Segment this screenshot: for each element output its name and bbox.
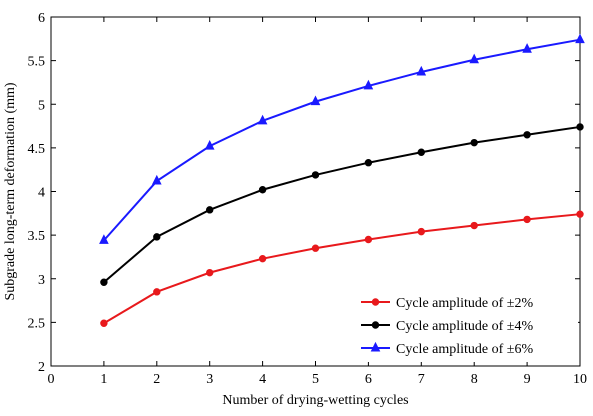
data-point xyxy=(153,288,161,296)
y-tick-label: 2.5 xyxy=(28,316,46,331)
data-point xyxy=(363,79,374,90)
series-3 xyxy=(99,33,585,244)
legend-marker xyxy=(370,341,381,352)
x-tick-label: 1 xyxy=(100,372,107,387)
y-tick-label: 3.5 xyxy=(28,229,46,244)
data-point xyxy=(311,244,320,252)
data-point xyxy=(469,53,480,64)
data-point xyxy=(310,95,321,106)
data-point xyxy=(575,33,585,44)
legend-label: Cycle amplitude of ±6% xyxy=(396,342,533,357)
data-point xyxy=(258,254,267,263)
x-tick-label: 5 xyxy=(312,372,319,387)
series-2 xyxy=(100,123,584,286)
data-point xyxy=(99,234,109,244)
x-tick-label: 9 xyxy=(524,372,531,387)
data-point xyxy=(153,233,161,241)
data-point xyxy=(416,65,427,76)
legend-marker xyxy=(371,321,380,329)
x-tick-label: 0 xyxy=(48,372,55,387)
data-point xyxy=(576,123,584,131)
data-point xyxy=(576,210,584,218)
y-tick-label: 4 xyxy=(38,186,45,201)
legend-item: Cycle amplitude of ±6% xyxy=(361,341,533,357)
x-tick-label: 2 xyxy=(153,372,160,387)
data-point xyxy=(364,159,373,167)
x-axis-title: Number of drying-wetting cycles xyxy=(222,393,408,408)
series-line xyxy=(103,213,581,325)
legend-label: Cycle amplitude of ±4% xyxy=(396,319,533,334)
y-tick-label: 5 xyxy=(38,98,45,113)
legend-label: Cycle amplitude of ±2% xyxy=(396,296,533,311)
x-tick-label: 4 xyxy=(259,372,266,387)
data-point xyxy=(204,140,215,150)
data-point xyxy=(151,174,162,185)
y-tick-label: 4.5 xyxy=(28,142,46,157)
x-tick-label: 6 xyxy=(365,372,372,387)
data-point xyxy=(257,114,268,125)
legend-marker xyxy=(371,298,380,306)
series-line xyxy=(103,125,581,283)
legend-item: Cycle amplitude of ±2% xyxy=(361,296,533,311)
legend: Cycle amplitude of ±2% Cycle amplitude of… xyxy=(357,289,578,362)
y-tick-label: 2 xyxy=(38,360,45,375)
x-tick-label: 7 xyxy=(418,372,425,387)
x-tick-label: 8 xyxy=(471,372,478,387)
data-point xyxy=(523,215,531,224)
data-point xyxy=(523,131,531,139)
data-point xyxy=(206,268,214,277)
data-point xyxy=(100,278,108,286)
data-point xyxy=(206,206,214,214)
data-point xyxy=(258,186,267,194)
x-tick-label: 3 xyxy=(206,372,213,387)
y-tick-label: 3 xyxy=(38,273,45,288)
series-line xyxy=(103,38,581,242)
series-1 xyxy=(100,210,584,327)
series-group xyxy=(99,33,585,327)
y-tick-label: 6 xyxy=(38,11,45,26)
data-point xyxy=(311,171,320,179)
data-point xyxy=(417,227,425,236)
data-point xyxy=(100,319,108,327)
data-point xyxy=(470,221,478,230)
y-tick-label: 5.5 xyxy=(28,55,46,70)
data-point xyxy=(522,43,532,53)
x-tick-label: 10 xyxy=(573,372,587,387)
legend-item: Cycle amplitude of ±4% xyxy=(361,319,533,334)
axis-ticks: 0 1 2 3 4 5 6 7 8 9 10 2 2.5 3 3.5 4 4.5 5 5.5 6 xyxy=(28,11,588,387)
data-point xyxy=(417,148,425,156)
y-axis-title: Subgrade long-term deformation (mm) xyxy=(3,82,18,300)
legend-box xyxy=(357,289,578,362)
data-point xyxy=(470,138,478,147)
data-point xyxy=(364,235,373,244)
